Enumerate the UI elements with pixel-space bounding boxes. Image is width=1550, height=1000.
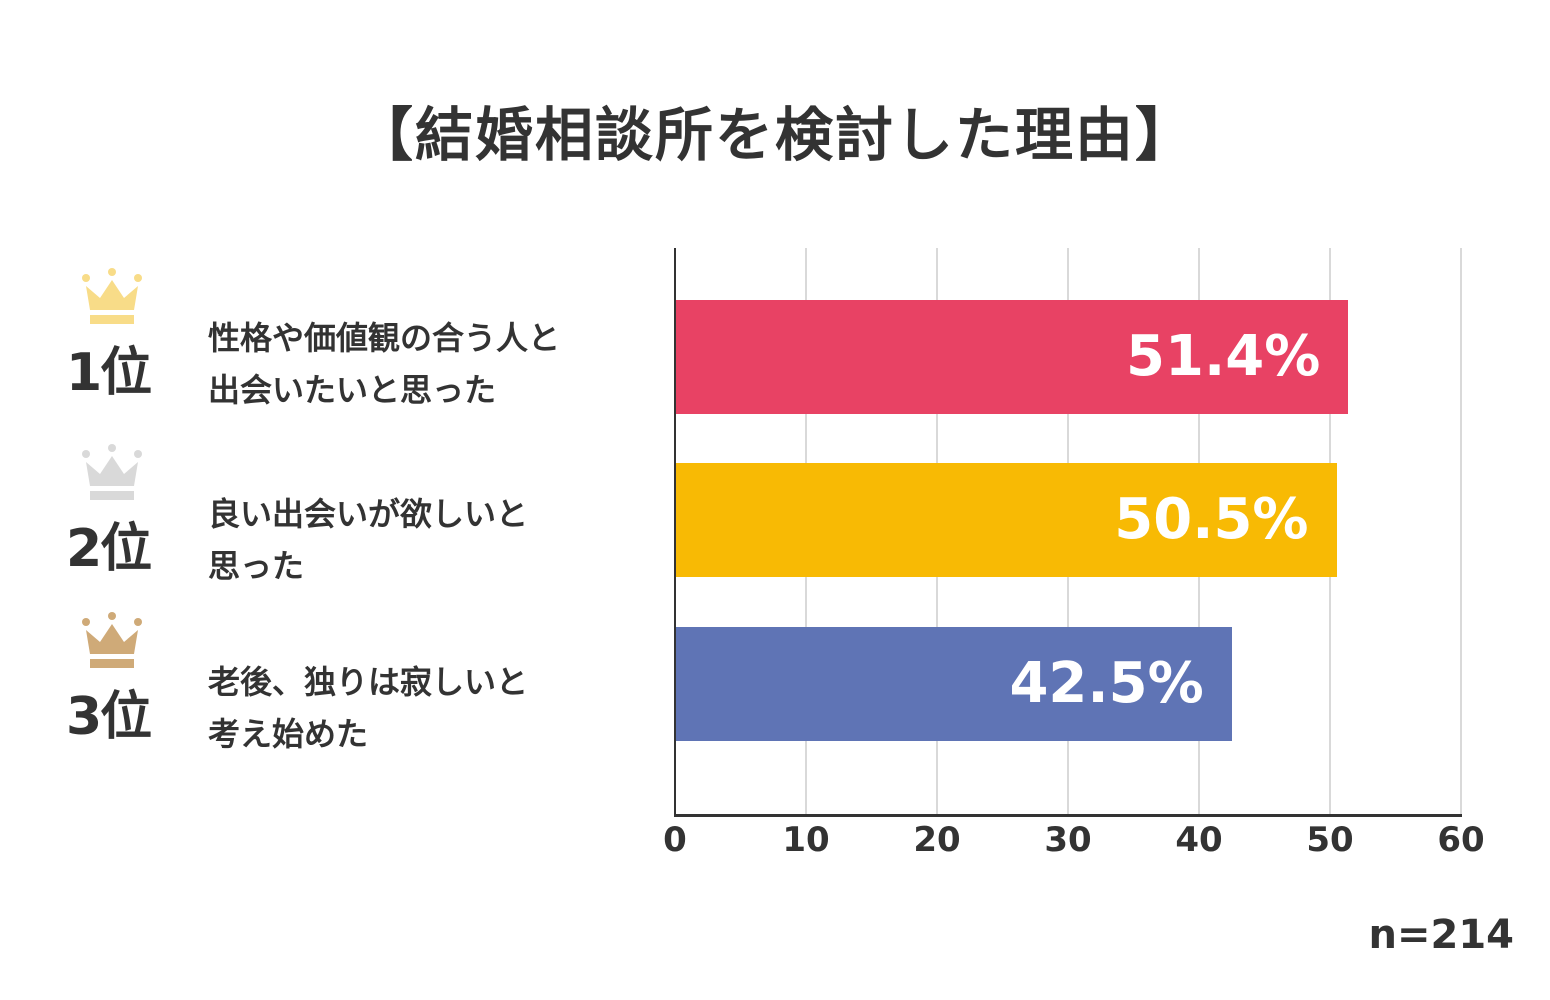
crown-silver-icon	[82, 444, 142, 500]
x-tick-label: 0	[663, 820, 687, 860]
x-tick-label: 30	[1044, 820, 1092, 860]
rank-label: 3位	[66, 687, 152, 747]
bar-rank-1: 51.4%	[675, 300, 1349, 414]
chart-title: 【結婚相談所を検討した理由】	[354, 101, 1195, 169]
bar-rank-2: 50.5%	[675, 463, 1337, 577]
bar-rank-3: 42.5%	[675, 627, 1232, 741]
sample-size-label: n=214	[1368, 912, 1515, 958]
x-axis-line	[674, 814, 1462, 817]
rank-row-2: 2位 良い出会いが欲しいと 思った	[0, 444, 660, 614]
reason-text: 老後、独りは寂しいと 考え始めた	[208, 663, 529, 753]
x-tick-label: 60	[1437, 820, 1485, 860]
x-tick-label: 10	[782, 820, 830, 860]
x-tick-label: 20	[913, 820, 961, 860]
y-axis-line	[674, 248, 676, 816]
bar-value-label: 50.5%	[1114, 487, 1309, 552]
rank-row-3: 3位 老後、独りは寂しいと 考え始めた	[0, 612, 660, 782]
crown-gold-icon	[82, 268, 142, 324]
rank-label: 1位	[66, 343, 152, 403]
bar-value-label: 51.4%	[1126, 324, 1321, 389]
rank-label: 2位	[66, 519, 152, 579]
x-tick-label: 50	[1306, 820, 1354, 860]
bar-value-label: 42.5%	[1009, 651, 1204, 716]
gridline	[1460, 248, 1462, 816]
crown-bronze-icon	[82, 612, 142, 668]
reason-text: 良い出会いが欲しいと 思った	[208, 495, 529, 585]
rank-row-1: 1位 性格や価値観の合う人と 出会いたいと思った	[0, 268, 660, 438]
reason-text: 性格や価値観の合う人と 出会いたいと思った	[208, 319, 561, 409]
x-tick-label: 40	[1175, 820, 1223, 860]
plot-area: 51.4% 50.5% 42.5%	[674, 248, 1462, 817]
